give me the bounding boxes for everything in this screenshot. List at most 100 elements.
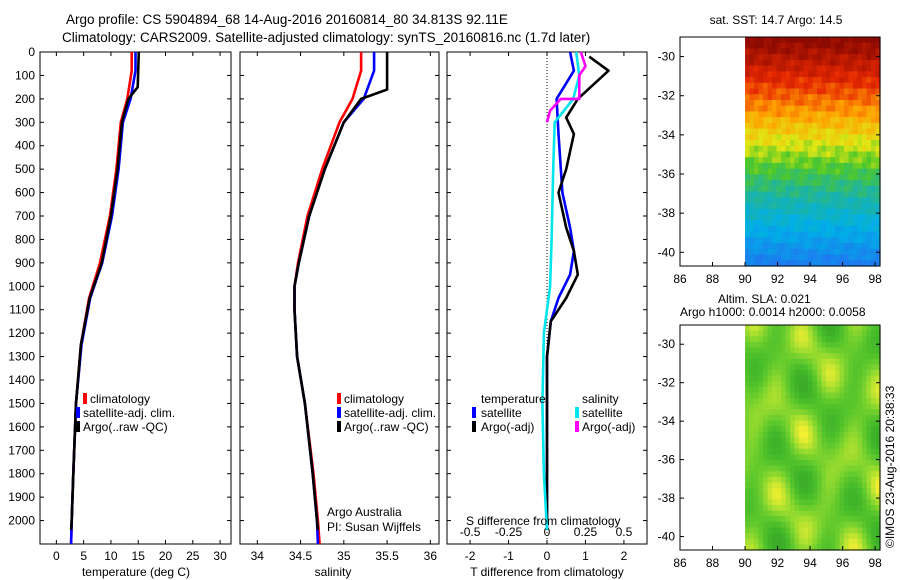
salinity-annotation-line-2: PI: Susan Wijffels	[327, 520, 421, 534]
map-cell	[821, 37, 827, 44]
map-cell	[821, 54, 827, 61]
map-cell	[871, 197, 877, 204]
map-cell	[817, 214, 823, 221]
map-cell	[812, 341, 818, 349]
map-cell	[830, 375, 836, 382]
map-cell	[853, 476, 859, 484]
map-cell	[871, 499, 877, 506]
map-cell	[790, 243, 796, 250]
map-cell	[826, 197, 832, 204]
map-cell	[781, 71, 787, 78]
map-cell	[772, 353, 778, 360]
salinity-legend: climatology satellite-adj. clim. Argo(..…	[337, 392, 436, 434]
map-cell	[848, 544, 854, 551]
map-y-tick-label: -34	[658, 128, 676, 142]
map-cell	[848, 185, 854, 193]
y-tick-label: 100	[15, 68, 35, 82]
map-cell	[785, 392, 791, 399]
map-cell	[808, 180, 814, 187]
map-cell	[835, 71, 841, 78]
map-cell	[835, 510, 841, 517]
secondary-x-tick-label: -0.25	[495, 525, 523, 539]
map-cell	[848, 381, 854, 388]
map-cell	[758, 364, 764, 371]
map-cell	[835, 482, 841, 489]
map-cell	[871, 37, 877, 44]
map-cell	[817, 145, 823, 153]
map-cell	[763, 499, 769, 506]
map-cell	[754, 460, 760, 467]
map-x-tick-label: 96	[836, 272, 850, 286]
map-cell	[853, 381, 859, 388]
map-cell	[776, 431, 782, 439]
map-cell	[745, 94, 751, 101]
map-cell	[875, 134, 881, 141]
map-cell	[830, 392, 836, 399]
map-cell	[785, 325, 791, 332]
map-cell	[844, 381, 850, 388]
map-cell	[758, 48, 764, 55]
map-cell	[844, 454, 850, 461]
map-cell	[862, 105, 868, 113]
map-cell	[803, 77, 809, 84]
map-cell	[826, 465, 832, 472]
map-cell	[875, 409, 881, 416]
map-cell	[830, 71, 836, 78]
map-cell	[799, 493, 805, 500]
map-cell	[749, 203, 755, 210]
map-cell	[857, 398, 863, 405]
map-cell	[853, 99, 859, 107]
map-cell	[767, 353, 773, 360]
map-cell	[776, 347, 782, 354]
map-cell	[776, 488, 782, 495]
map-cell	[781, 516, 787, 523]
map-cell	[758, 510, 764, 517]
map-cell	[763, 105, 769, 113]
map-cell	[839, 353, 845, 360]
map-cell	[857, 88, 863, 95]
map-cell	[862, 375, 868, 382]
map-cell	[785, 140, 791, 147]
map-cell	[776, 185, 782, 193]
map-cell	[821, 426, 827, 433]
map-cell	[853, 71, 859, 78]
map-cell	[808, 358, 814, 365]
map-cell	[749, 54, 755, 61]
map-cell	[767, 203, 773, 210]
map-cell	[830, 65, 836, 72]
map-cell	[794, 493, 800, 500]
map-cell	[830, 162, 836, 170]
difference-secondary-xlabel: S difference from climatology	[466, 514, 621, 528]
map-cell	[808, 437, 814, 444]
map-cell	[830, 248, 836, 256]
y-tick-label: 1500	[8, 396, 35, 410]
map-cell	[776, 237, 782, 244]
map-cell	[857, 471, 863, 478]
map-cell	[848, 260, 854, 267]
map-cell	[767, 94, 773, 101]
map-cell	[817, 248, 823, 256]
series-line	[293, 52, 376, 545]
map-cell	[839, 471, 845, 478]
map-cell	[817, 94, 823, 101]
map-cell	[790, 203, 796, 210]
map-cell	[844, 220, 850, 227]
map-cell	[812, 516, 818, 523]
map-cell	[794, 122, 800, 130]
map-cell	[862, 185, 868, 193]
map-cell	[781, 260, 787, 267]
map-cell	[754, 214, 760, 221]
map-cell	[794, 426, 800, 433]
map-cell	[794, 437, 800, 444]
map-cell	[871, 82, 877, 90]
map-cell	[745, 145, 751, 153]
map-cell	[857, 128, 863, 135]
map-cell	[749, 386, 755, 394]
map-cell	[857, 381, 863, 388]
map-cell	[754, 476, 760, 484]
map-cell	[776, 527, 782, 534]
map-cell	[749, 347, 755, 354]
map-cell	[763, 185, 769, 193]
map-cell	[844, 499, 850, 506]
map-cell	[862, 358, 868, 365]
